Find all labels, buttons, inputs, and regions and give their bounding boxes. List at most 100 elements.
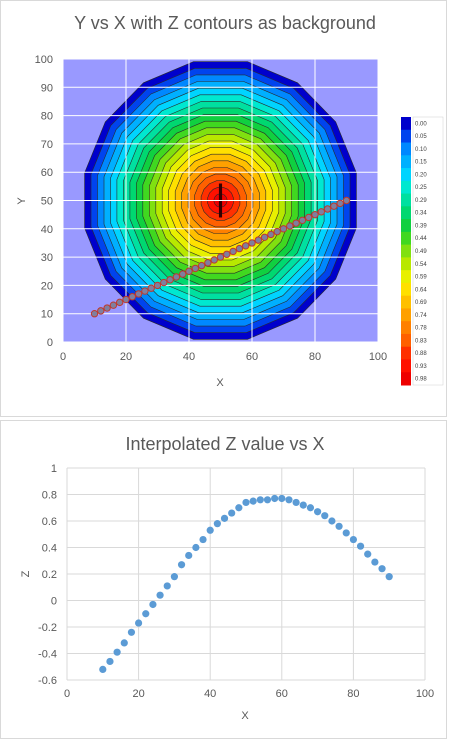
data-point [349,535,357,544]
data-point [285,496,293,504]
colorbar-swatch [401,244,411,258]
data-point [311,210,319,219]
colorbar-swatch [401,117,411,131]
colorbar-label: 0.29 [415,198,427,204]
data-point [166,276,174,284]
data-point [292,219,300,227]
y-axis-label: Z [20,570,32,577]
y-tick-label: 80 [41,111,53,123]
data-point [254,236,262,244]
data-point [249,497,257,505]
data-point [149,600,157,609]
data-point [342,529,350,537]
data-point [153,281,162,290]
data-point [314,508,322,516]
colorbar-swatch [401,219,411,233]
colorbar-label: 0.88 [415,351,427,357]
data-point [279,225,288,233]
y-tick-label: 0 [51,596,57,608]
colorbar-frame [412,116,444,386]
colorbar-label: 0.25 [415,185,427,191]
x-axis-label: X [216,377,224,389]
data-point [127,628,136,636]
y-tick-label: 70 [41,139,53,151]
data-point [179,270,187,278]
y-tick-label: 10 [41,309,53,321]
data-point [103,304,111,312]
colorbar-label: 0.93 [415,364,427,370]
gridlines [62,58,379,343]
y-tick-label: 20 [41,280,53,292]
data-point [97,307,105,315]
y-tick-label: -0.6 [38,675,57,687]
data-point [229,247,237,256]
colorbar-swatch [401,270,411,284]
colorbar-swatch [401,193,411,207]
data-point [204,259,212,267]
data-point [228,509,236,517]
x-tick-label: 100 [416,688,434,700]
data-point [335,522,343,530]
colorbar-label: 0.98 [415,377,427,383]
x-tick-label: 100 [369,351,387,363]
y-tick-label: 0 [47,337,53,349]
y-tick-label: 40 [41,224,53,236]
colorbar-swatch [401,180,411,195]
colorbar-swatch [401,155,411,169]
colorbar-label: 0.78 [415,326,427,332]
x-tick-label: 0 [60,351,66,363]
x-tick-label: 20 [132,688,144,700]
data-point [248,239,256,247]
colorbar-label: 0.69 [415,300,427,306]
colorbar-swatch [401,282,411,297]
y-tick-label: 30 [41,252,53,264]
x-axis-label: X [241,710,249,722]
data-point [160,278,168,287]
data-point [197,261,206,270]
data-point [216,253,225,261]
data-point [242,498,250,507]
colorbar-swatch [401,321,411,335]
data-point [278,494,286,503]
data-point [113,648,121,656]
data-point [242,242,250,250]
y-tick-label: -0.4 [38,649,57,661]
scatter-series [90,196,351,318]
data-point [192,543,200,552]
x-tick-label: 40 [204,688,216,700]
data-point [223,250,231,258]
colorbar-label: 0.34 [415,211,427,217]
data-point [128,293,137,301]
y-tick-label: 0.2 [42,569,57,581]
y-tick-label: 90 [41,82,53,94]
y-axis-label: Y [16,197,28,205]
x-tick-label: 20 [120,351,132,363]
chart-title: Interpolated Z value vs X [125,434,324,454]
data-point [298,216,307,225]
contour-chart: Y vs X with Z contours as background 0 20… [16,13,444,389]
x-tick-label: 40 [183,351,195,363]
x-tick-label: 60 [276,688,288,700]
data-point [120,639,128,647]
data-point [172,273,181,281]
colorbar-label: 0.59 [415,275,427,281]
data-point [342,196,351,205]
data-point [364,550,372,558]
x-tick-label: 60 [246,351,258,363]
x-tick-label: 0 [64,688,70,700]
colorbar-swatch [401,206,411,220]
data-point [141,287,149,295]
data-point [330,202,338,210]
data-point [235,504,243,512]
colorbar-label: 0.44 [415,236,427,242]
data-point [170,573,178,581]
data-point [273,227,281,236]
colorbar-swatch [401,346,411,360]
colorbar-label: 0.64 [415,287,427,293]
colorbar-label: 0.20 [415,172,427,178]
data-point [220,514,229,522]
z-chart-panel: Interpolated Z value vs X 0 20 40 60 80 100 -0… [0,420,447,739]
y-tick-label: 60 [41,167,53,179]
contour-chart-panel: Y vs X with Z contours as background 0 20… [0,0,447,417]
data-point [260,233,269,241]
